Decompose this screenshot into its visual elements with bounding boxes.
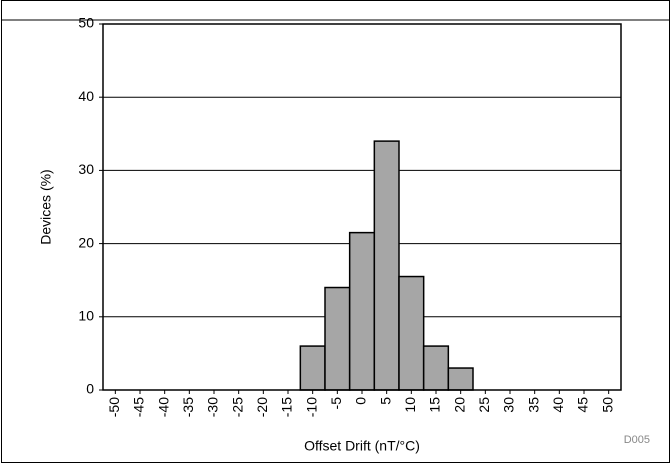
- x-tick-label: 5: [377, 397, 393, 405]
- x-tick-label: -25: [229, 397, 245, 417]
- y-tick-label: 50: [78, 15, 94, 31]
- x-tick-label: 40: [550, 397, 566, 413]
- x-axis-label: Offset Drift (nT/°C): [304, 438, 420, 454]
- x-tick-label: 0: [353, 397, 369, 405]
- x-tick-label: -20: [254, 397, 270, 417]
- x-tick-label: 25: [476, 397, 492, 413]
- figure-id: D005: [624, 434, 650, 446]
- plot-border: [102, 23, 622, 391]
- bar: [348, 231, 376, 391]
- x-tick-label: 45: [575, 397, 591, 413]
- x-tick-label: 50: [599, 397, 615, 413]
- x-tick-label: -40: [155, 397, 171, 417]
- bar: [373, 140, 400, 391]
- y-tick-label: 10: [78, 308, 94, 324]
- bar: [422, 345, 450, 391]
- x-tick-label: -50: [106, 397, 122, 417]
- x-tick-label: -45: [131, 397, 147, 417]
- bar: [447, 367, 474, 391]
- bar: [398, 275, 425, 391]
- y-tick-label: 40: [78, 88, 94, 104]
- x-tick-label: -35: [180, 397, 196, 417]
- x-tick-label: -5: [328, 397, 344, 410]
- x-tick-label: 35: [525, 397, 541, 413]
- bar: [299, 345, 326, 391]
- x-tick-label: -10: [303, 397, 319, 417]
- y-axis-label: Devices (%): [38, 169, 54, 244]
- bar: [324, 286, 351, 391]
- x-tick-label: 30: [501, 397, 517, 413]
- x-tick-label: -30: [205, 397, 221, 417]
- x-tick-label: 15: [427, 397, 443, 413]
- x-tick-label: 10: [402, 397, 418, 413]
- x-tick-label: 20: [451, 397, 467, 413]
- y-tick-label: 0: [86, 381, 94, 397]
- y-tick-label: 30: [78, 161, 94, 177]
- y-tick-label: 20: [78, 234, 94, 250]
- x-tick-label: -15: [279, 397, 295, 417]
